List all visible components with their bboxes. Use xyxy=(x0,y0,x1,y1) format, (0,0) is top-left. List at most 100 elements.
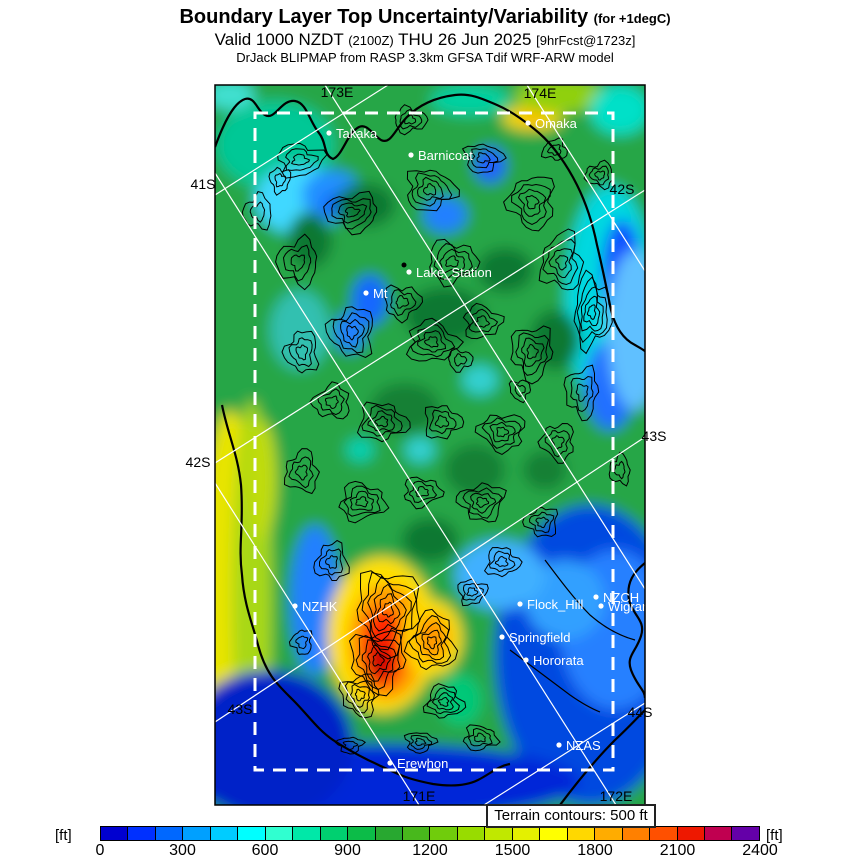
colorbar-segment xyxy=(732,827,759,840)
contour-line xyxy=(319,548,344,576)
contour-line xyxy=(355,635,401,691)
contour-line xyxy=(422,683,467,719)
graticule-label: 42S xyxy=(186,454,211,470)
contour-line xyxy=(376,593,401,625)
title-main: Boundary Layer Top Uncertainty/Variabili… xyxy=(179,6,589,28)
contour-line xyxy=(608,451,631,487)
page-title: Boundary Layer Top Uncertainty/Variabili… xyxy=(0,6,850,29)
colorbar-segment xyxy=(128,827,156,840)
contour-line xyxy=(522,506,559,538)
contour-line xyxy=(471,148,499,169)
site-label: Barnicoat xyxy=(418,148,473,163)
site-label: Hororata xyxy=(533,653,584,668)
contour-line xyxy=(576,276,608,344)
contour-line xyxy=(508,379,532,404)
contour-line xyxy=(467,727,493,747)
contour-line xyxy=(290,254,306,272)
site-dot xyxy=(523,657,529,663)
contour-line xyxy=(346,324,359,341)
contour-line xyxy=(488,550,516,573)
contour-line xyxy=(406,169,460,212)
contour-line xyxy=(344,206,361,218)
graticule-label: 173E xyxy=(321,84,354,100)
colorbar-segment xyxy=(402,827,431,840)
site-dot xyxy=(408,152,414,158)
contour-line xyxy=(476,152,491,164)
colorbar-segment xyxy=(512,827,541,840)
contour-line xyxy=(433,243,473,281)
contour-line xyxy=(367,410,395,432)
contour-line xyxy=(283,448,320,495)
contour-line xyxy=(411,172,453,207)
graticule-label: 43S xyxy=(228,701,253,717)
colorbar-segment xyxy=(293,827,321,840)
contour-line xyxy=(367,644,391,675)
contour-line xyxy=(295,635,309,650)
contour-line xyxy=(323,190,378,236)
colorbar-segment xyxy=(677,827,705,840)
contour-line xyxy=(496,426,510,438)
colorbar-tick: 1200 xyxy=(412,842,448,859)
contour-line xyxy=(551,435,565,450)
contour-line xyxy=(338,673,380,719)
contour-line xyxy=(429,238,481,288)
contour-line xyxy=(399,108,423,130)
site-label: NZCH xyxy=(603,590,639,605)
contour-line xyxy=(342,740,359,751)
contour-line xyxy=(434,414,450,429)
contour-line xyxy=(494,555,509,567)
contour-line xyxy=(535,516,550,529)
contour-line xyxy=(313,539,350,581)
contour-line xyxy=(332,312,370,354)
contour-line xyxy=(473,732,486,743)
contour-line xyxy=(408,615,452,664)
colorbar-segment xyxy=(595,827,623,840)
contour-line xyxy=(503,176,555,232)
colorbar-segment xyxy=(540,827,568,840)
colorbar-segment xyxy=(155,827,184,840)
contour-line xyxy=(249,201,266,223)
coastline xyxy=(215,93,645,805)
contour-line xyxy=(395,294,410,309)
southeast-coastline xyxy=(559,709,645,805)
colorbar-segment xyxy=(238,827,266,840)
contour-line xyxy=(538,228,585,291)
contour-line xyxy=(462,302,505,340)
contour-line xyxy=(344,680,375,714)
contour-line xyxy=(361,572,417,651)
colorbar-segment xyxy=(430,827,458,840)
contour-line xyxy=(390,289,417,317)
uncertainty-color-field xyxy=(215,85,645,805)
colorbar-tick: 2400 xyxy=(742,842,778,859)
contour-line xyxy=(268,166,292,196)
contour-line xyxy=(317,388,345,416)
site-label: NZHK xyxy=(302,599,338,614)
colorbar-tick: 2100 xyxy=(659,842,696,859)
site-label: NZAS xyxy=(566,738,601,753)
terrain-contours xyxy=(241,104,631,755)
contour-line xyxy=(489,421,516,443)
contour-line xyxy=(575,383,589,403)
contour-line xyxy=(414,737,427,747)
colorbar-segment xyxy=(622,827,651,840)
contour-line xyxy=(410,735,433,750)
site-dot xyxy=(517,601,523,607)
site-label: Lake_Station xyxy=(416,265,492,280)
site-label: Erewhon xyxy=(397,756,448,771)
contour-line xyxy=(355,496,369,508)
site-dot xyxy=(593,594,599,600)
contour-line xyxy=(563,364,600,422)
contour-line xyxy=(483,546,523,578)
valid-time-line: Valid 1000 NZDT (2100Z) THU 26 Jun 2025 … xyxy=(0,30,850,50)
contour-line xyxy=(422,182,437,196)
site-label: Flock_Hill xyxy=(527,597,583,612)
contour-line xyxy=(525,194,540,210)
contour-line xyxy=(294,464,308,481)
colorbar-tick: 0 xyxy=(95,842,105,859)
colorbar-tick: 900 xyxy=(334,842,361,859)
colorbar-segment xyxy=(485,827,513,840)
contour-line xyxy=(466,587,479,597)
contour-line xyxy=(408,480,438,504)
colorbar-tick: 600 xyxy=(251,842,279,859)
